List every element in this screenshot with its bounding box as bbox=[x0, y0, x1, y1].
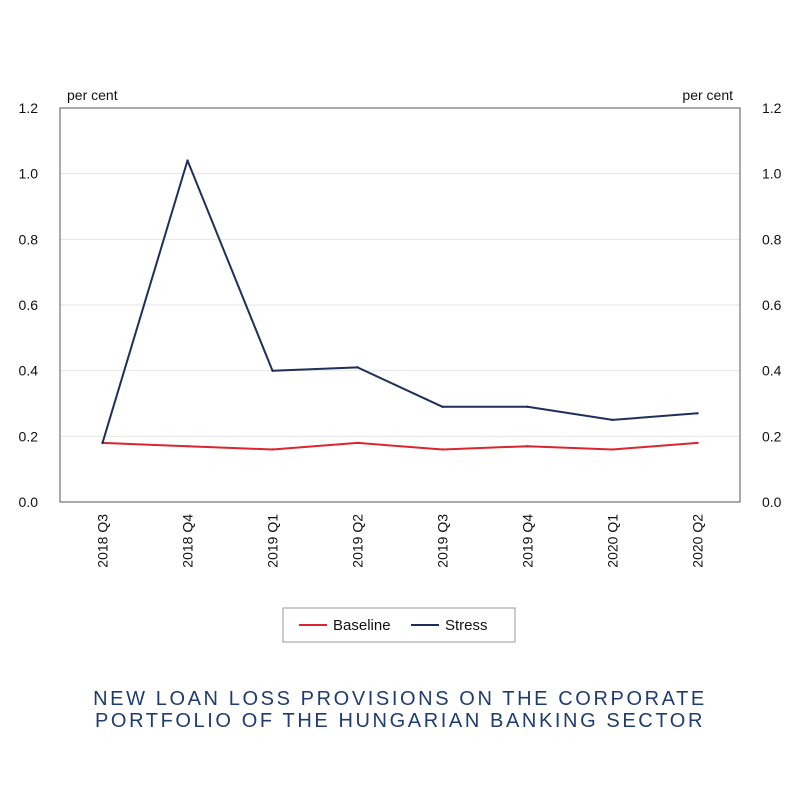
x-tick-label: 2019 Q3 bbox=[435, 514, 451, 568]
y-tick-label-right: 1.0 bbox=[762, 166, 782, 182]
data-point-baseline bbox=[441, 448, 444, 451]
x-axis-ticks: 2018 Q3 2018 Q4 2019 Q1 2019 Q2 2019 Q3 2019 … bbox=[95, 514, 706, 568]
data-point-baseline bbox=[611, 448, 614, 451]
y-tick-label-left: 1.0 bbox=[19, 166, 39, 182]
gridlines bbox=[60, 173, 740, 437]
data-point-baseline bbox=[271, 448, 274, 451]
x-tick-label: 2018 Q4 bbox=[180, 514, 196, 568]
data-point-stress bbox=[441, 405, 444, 408]
data-point-baseline bbox=[526, 444, 529, 448]
y-tick-label-right: 0.4 bbox=[762, 363, 782, 379]
y-tick-label-right: 0.2 bbox=[762, 428, 782, 444]
y-tick-label-right: 1.2 bbox=[762, 100, 782, 116]
y-tick-label-left: 0.6 bbox=[19, 297, 39, 313]
x-tick-label: 2019 Q4 bbox=[520, 514, 536, 568]
left-axis-unit: per cent bbox=[67, 87, 118, 103]
data-point-stress bbox=[696, 412, 699, 415]
legend-label-baseline: Baseline bbox=[333, 617, 391, 634]
left-axis-ticks: 0.0 0.2 0.4 0.6 0.8 1.0 1.2 bbox=[19, 100, 39, 510]
x-tick-label: 2019 Q2 bbox=[350, 514, 366, 568]
data-point-baseline bbox=[356, 441, 359, 445]
y-tick-label-right: 0.6 bbox=[762, 297, 782, 313]
y-tick-label-right: 0.8 bbox=[762, 231, 782, 247]
y-tick-label-left: 1.2 bbox=[19, 100, 39, 116]
series-line-baseline bbox=[102, 441, 698, 451]
y-tick-label-left: 0.2 bbox=[19, 428, 39, 444]
series bbox=[101, 159, 699, 451]
line-chart: 0.0 0.2 0.4 0.6 0.8 1.0 1.2 0.0 0.2 0.4 0.6 0.8 1.0… bbox=[19, 87, 782, 643]
x-tick-label: 2019 Q1 bbox=[265, 514, 281, 568]
y-tick-label-left: 0.8 bbox=[19, 231, 39, 247]
x-tick-label: 2020 Q2 bbox=[690, 514, 706, 568]
data-point-stress bbox=[186, 159, 189, 162]
legend: Baseline Stress bbox=[282, 607, 516, 643]
data-point-stress bbox=[101, 441, 104, 445]
legend-label-stress: Stress bbox=[445, 617, 488, 634]
x-tick-label: 2018 Q3 bbox=[95, 514, 111, 568]
right-axis-unit: per cent bbox=[682, 87, 733, 103]
chart-title: NEW LOAN LOSS PROVISIONS ON THE CORPORAT… bbox=[0, 688, 800, 732]
right-axis-ticks: 0.0 0.2 0.4 0.6 0.8 1.0 1.2 bbox=[762, 100, 782, 510]
series-line-stress bbox=[101, 159, 698, 444]
chart-title-line-1: NEW LOAN LOSS PROVISIONS ON THE CORPORAT… bbox=[93, 688, 707, 710]
data-point-stress bbox=[526, 405, 529, 408]
data-point-baseline bbox=[696, 441, 699, 445]
x-tick-label: 2020 Q1 bbox=[605, 514, 621, 568]
data-point-stress bbox=[271, 369, 274, 372]
y-tick-label-left: 0.4 bbox=[19, 363, 39, 379]
y-tick-label-right: 0.0 bbox=[762, 494, 782, 510]
data-point-stress bbox=[611, 418, 614, 422]
data-point-stress bbox=[356, 366, 359, 369]
y-tick-label-left: 0.0 bbox=[19, 494, 39, 510]
plot-frame bbox=[59, 107, 741, 503]
chart-title-line-2: PORTFOLIO OF THE HUNGARIAN BANKING SECTO… bbox=[94, 710, 705, 732]
data-point-baseline bbox=[186, 444, 189, 448]
